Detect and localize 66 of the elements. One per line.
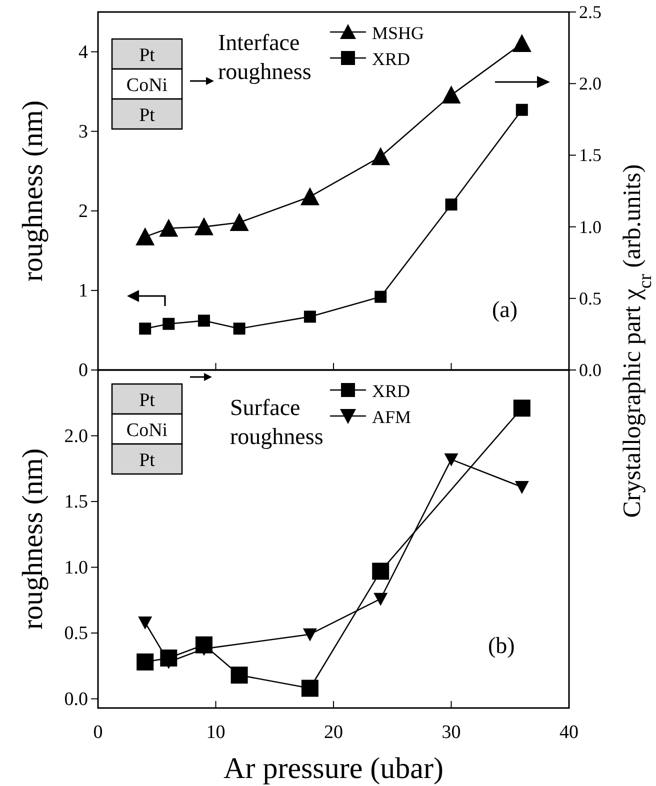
y2-tick-label: 2.0: [579, 74, 602, 94]
point: [138, 616, 152, 630]
annotation: CoNi: [126, 75, 168, 96]
point: [159, 218, 178, 237]
point: [139, 322, 152, 335]
y2-tick-label: 0.5: [579, 288, 602, 308]
y-axis-title: roughness (nm): [17, 100, 49, 282]
legend-label: AFM: [372, 407, 412, 427]
y2-tick-label: 1.0: [579, 216, 602, 237]
legend-label: XRD: [372, 381, 410, 401]
y2-tick-label: 0.0: [579, 360, 602, 380]
y2-tick-label: 1.5: [579, 145, 602, 166]
annotation: Pt: [139, 450, 156, 471]
point: [512, 34, 532, 52]
annotation: (a): [492, 297, 518, 322]
y-tick-label: 3: [78, 121, 88, 142]
point: [301, 680, 318, 697]
point: [442, 86, 461, 104]
point: [445, 198, 458, 211]
legend-label: XRD: [372, 49, 410, 69]
point: [513, 400, 530, 417]
point: [444, 453, 458, 466]
x-tick-label: 10: [206, 722, 226, 743]
y-tick-label: 4: [78, 42, 88, 63]
point: [304, 310, 316, 323]
annotation: Surface roughness: [230, 395, 324, 449]
point: [198, 314, 210, 327]
layer-stack: Pt CoNi Pt: [111, 383, 183, 475]
annotation: Pt: [139, 105, 156, 126]
point: [194, 217, 214, 236]
annotation: Pt: [139, 390, 156, 411]
point: [302, 628, 317, 642]
y-tick-label: 0.0: [64, 688, 88, 710]
point: [136, 653, 154, 670]
x-tick-label: 30: [442, 722, 461, 743]
point: [514, 481, 529, 494]
y-tick-label: 1: [78, 280, 88, 302]
x-axis-title: Ar pressure (ubar): [224, 752, 444, 785]
y-axis-title: roughness (nm): [17, 448, 49, 630]
y-tick-label: 2.0: [64, 426, 88, 447]
point: [372, 562, 390, 580]
point: [162, 318, 175, 330]
point: [233, 322, 246, 335]
point: [374, 592, 388, 606]
y-tick-label: 0.5: [64, 623, 88, 644]
annotation: (b): [488, 633, 515, 658]
layer-stack: Pt CoNi Pt: [111, 38, 183, 130]
point: [516, 104, 528, 116]
y2-tick-label: 2.5: [579, 2, 602, 22]
annotation: Interface roughness: [218, 30, 312, 84]
x-tick-label: 20: [324, 722, 343, 743]
point: [374, 290, 387, 303]
point: [371, 147, 390, 166]
annotation: CoNi: [126, 420, 168, 441]
y-tick-label: 1.0: [64, 557, 88, 578]
point: [230, 666, 248, 684]
x-tick-label: 40: [560, 722, 578, 743]
point: [230, 213, 249, 232]
y-tick-label: 1.5: [64, 492, 88, 513]
annotation: Pt: [139, 45, 156, 66]
y-tick-label: 0: [78, 360, 88, 381]
point: [300, 187, 320, 206]
point: [136, 227, 155, 246]
legend-label: MSHG: [372, 23, 424, 43]
y-tick-label: 2: [78, 200, 88, 222]
x-tick-label: 0: [93, 722, 103, 743]
